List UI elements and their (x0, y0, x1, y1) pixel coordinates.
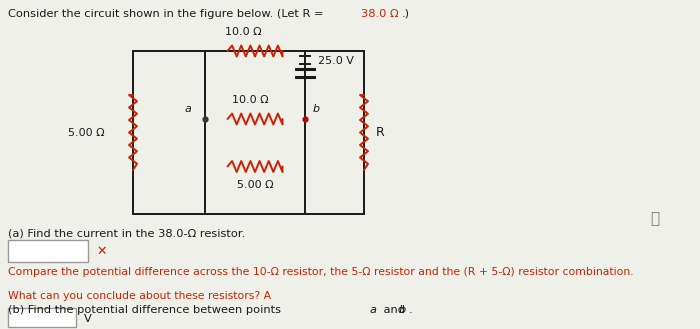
Text: .: . (409, 305, 412, 315)
Text: (b) Find the potential difference between points: (b) Find the potential difference betwee… (8, 305, 285, 315)
Text: 38.0 Ω: 38.0 Ω (361, 9, 399, 19)
Text: (a) Find the current in the 38.0-Ω resistor.: (a) Find the current in the 38.0-Ω resis… (8, 229, 245, 239)
Text: b: b (313, 104, 320, 114)
Text: 5.00 Ω: 5.00 Ω (69, 128, 105, 138)
Text: and: and (380, 305, 409, 315)
Text: V: V (84, 314, 92, 324)
Text: 10.0 Ω: 10.0 Ω (225, 27, 261, 37)
Text: 25.0 V: 25.0 V (318, 56, 354, 66)
Text: R: R (376, 126, 385, 139)
Text: .): .) (401, 9, 410, 19)
Text: ✕: ✕ (96, 244, 106, 258)
Text: a: a (184, 104, 191, 114)
Text: b: b (399, 305, 406, 315)
Text: ⓘ: ⓘ (650, 212, 659, 226)
Text: 5.00 Ω: 5.00 Ω (237, 181, 273, 190)
Bar (8, 308, 76, 327)
Text: a: a (370, 305, 377, 315)
Text: Compare the potential difference across the 10-Ω resistor, the 5-Ω resistor and : Compare the potential difference across … (8, 267, 634, 277)
Bar (8, 240, 88, 262)
Text: 10.0 Ω: 10.0 Ω (232, 95, 268, 105)
Text: What can you conclude about these resistors? A: What can you conclude about these resist… (8, 291, 271, 301)
Text: Consider the circuit shown in the figure below. (Let R =: Consider the circuit shown in the figure… (8, 9, 327, 19)
